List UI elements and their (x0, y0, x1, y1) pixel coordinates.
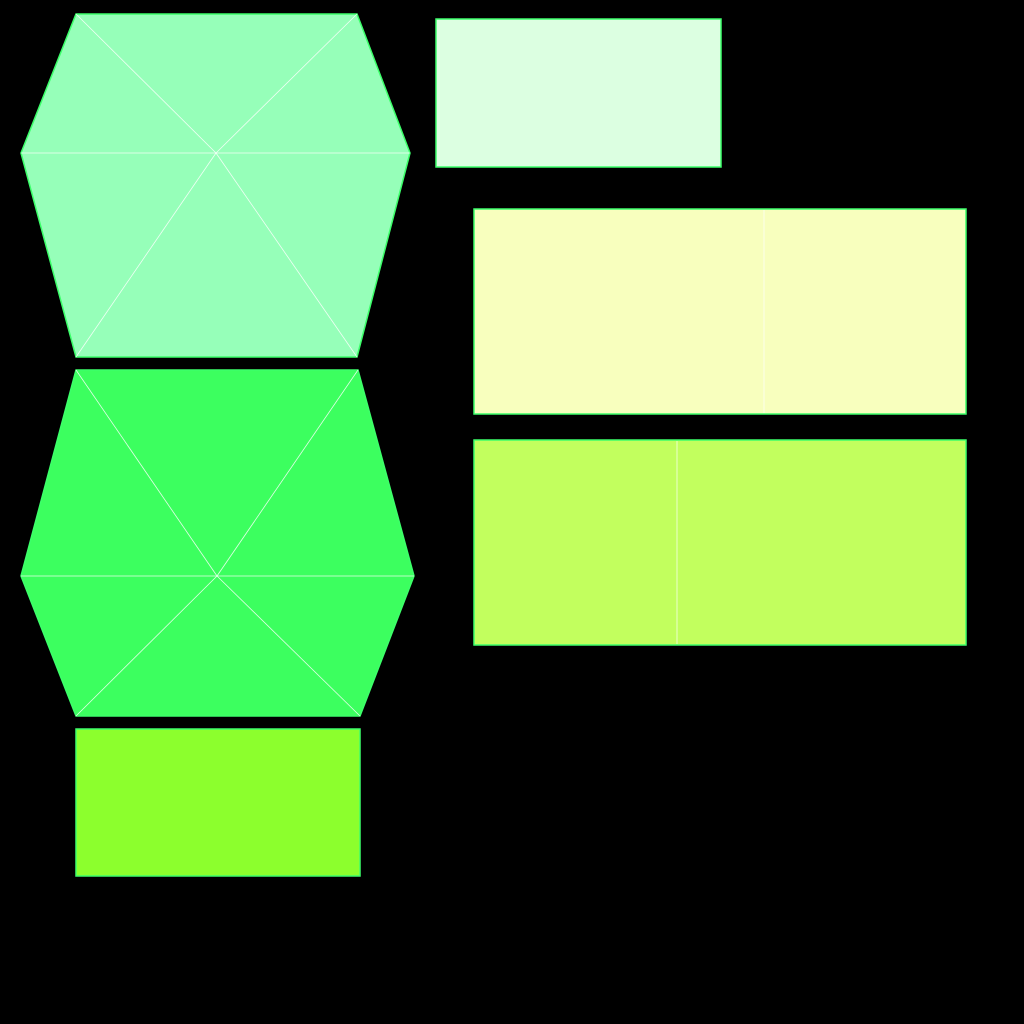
rect-chartreuse (75, 728, 361, 877)
hexagon-green-seams (21, 369, 414, 717)
hexagon-mint (20, 13, 411, 358)
rect-lime-face (473, 439, 967, 646)
hexagon-mint-seams (21, 13, 410, 358)
hexagon-green-face (20, 369, 415, 717)
rect-pale-yellow-face (473, 208, 967, 415)
rect-pale-mint (435, 18, 722, 168)
rect-pale-yellow (473, 208, 967, 415)
rect-lime (473, 439, 967, 646)
hexagon-green (20, 369, 415, 717)
hexagon-mint-face (20, 13, 411, 358)
